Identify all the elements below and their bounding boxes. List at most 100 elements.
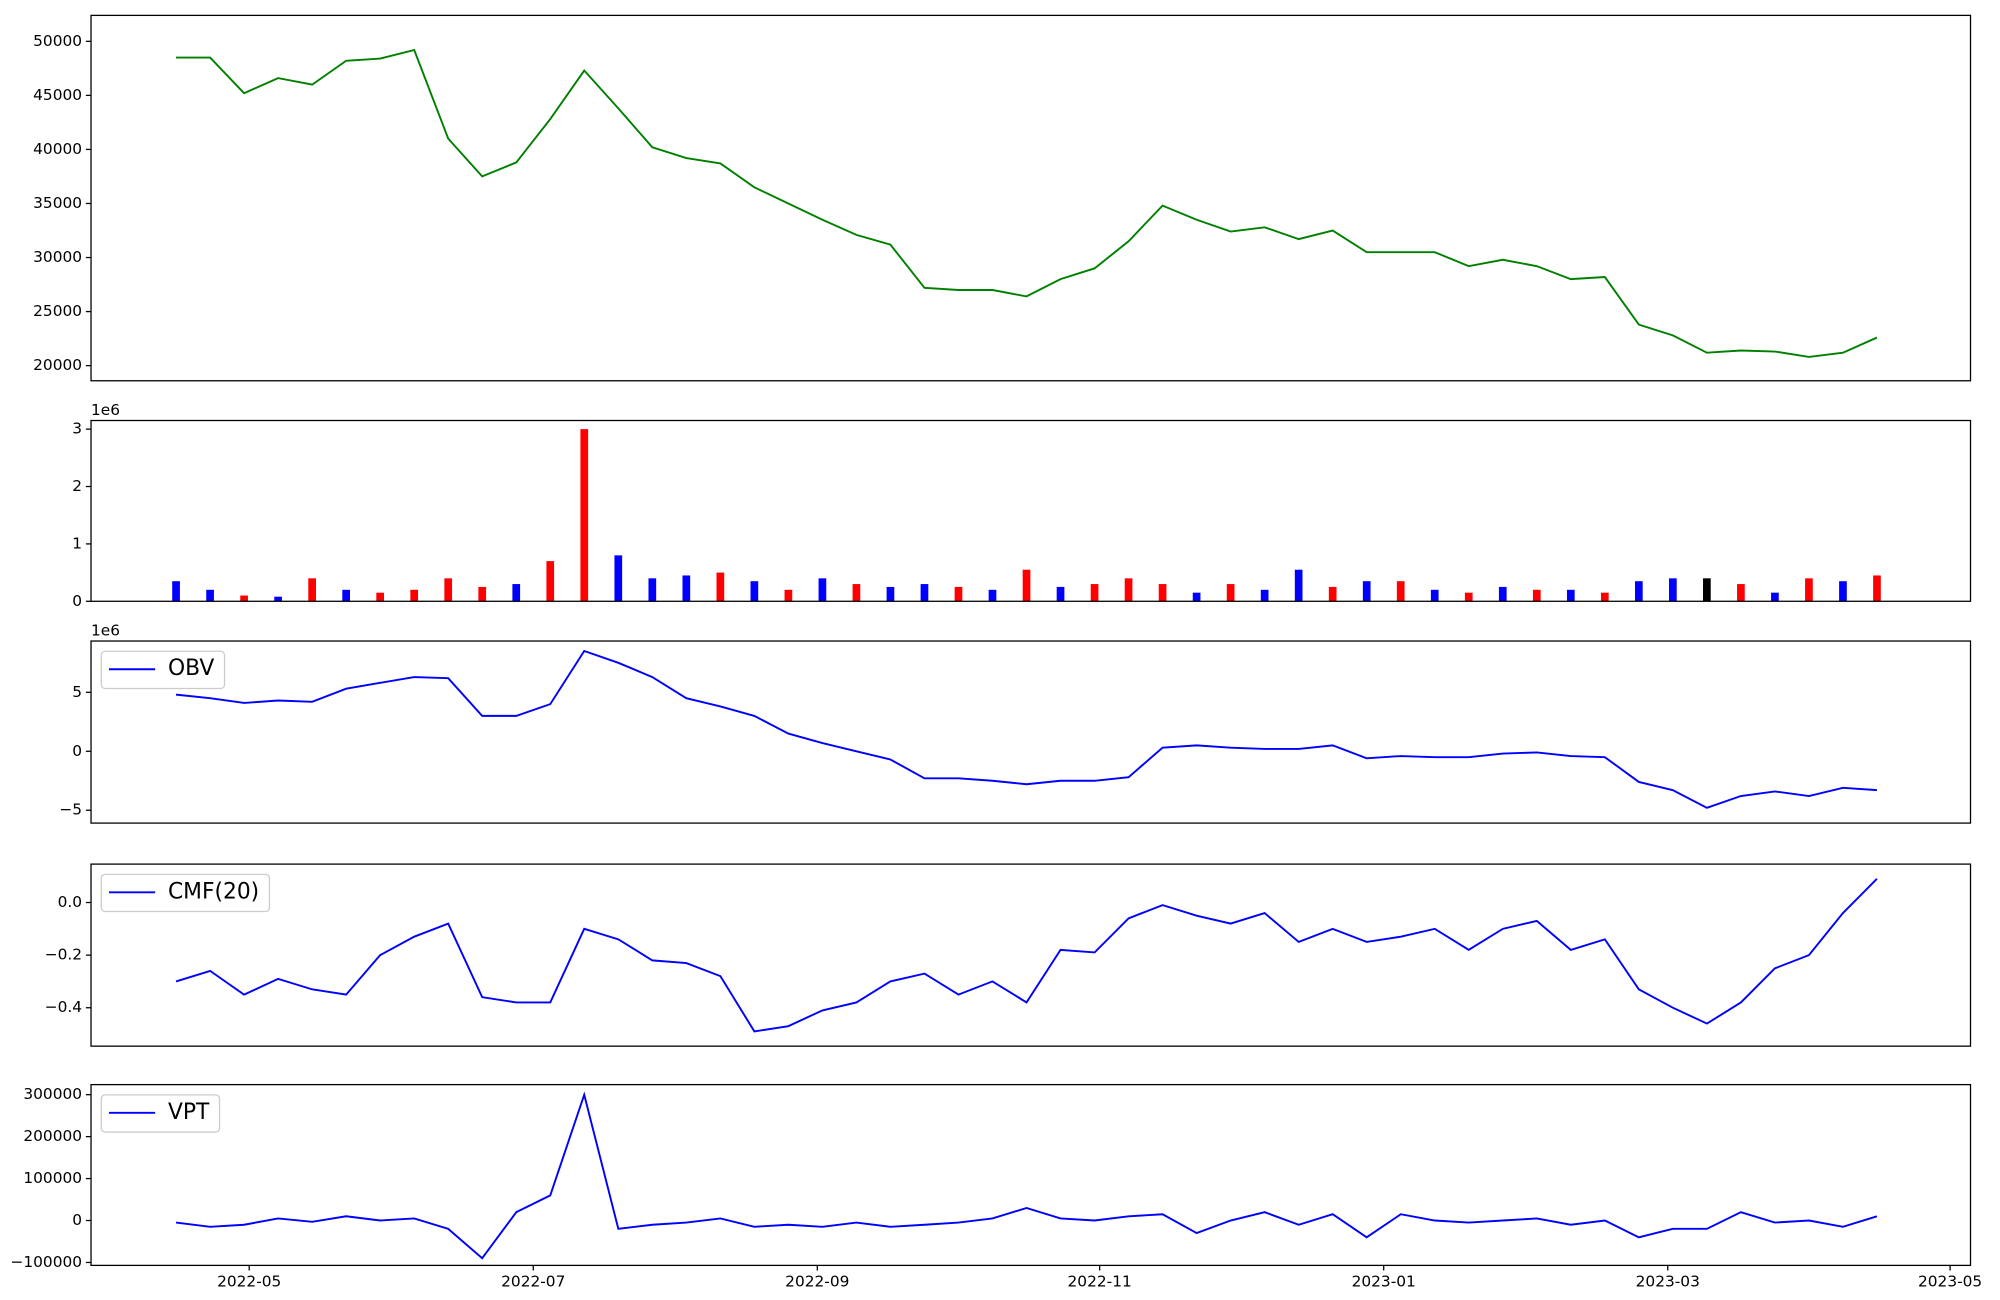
y-tick-label: 45000: [33, 86, 82, 104]
volume-bar: [376, 592, 385, 602]
y-tick-label: 200000: [23, 1127, 82, 1145]
volume-bar: [410, 589, 419, 602]
y-tick-label: 30000: [33, 248, 82, 266]
volume-bar: [1839, 581, 1847, 602]
panel: 0 1 2 3 1e6: [72, 401, 1972, 610]
legend-box: [100, 1094, 221, 1133]
volume-bar: [1532, 589, 1541, 602]
legend-box: [100, 873, 271, 913]
legend: VPT: [100, 1094, 221, 1133]
series-line: [175, 1091, 1878, 1260]
panel: 20000 25000 30000 35000 40000 45000 50000: [33, 14, 1972, 382]
volume-bar: [1703, 578, 1711, 602]
y-tick-label: 50000: [33, 32, 82, 50]
plot-frame: [90, 14, 1972, 382]
y-tick-label: 3: [72, 420, 82, 438]
y-tick-label: 2: [72, 477, 82, 495]
y-tick-label: 300000: [23, 1085, 82, 1103]
y-tick-label: 5: [72, 683, 82, 701]
volume-bar: [342, 589, 351, 602]
volume-bar: [1260, 589, 1269, 602]
volume-bar: [1226, 584, 1235, 602]
x-tick-label: 2023-03: [1636, 1273, 1700, 1291]
volume-bar: [1669, 578, 1677, 602]
volume-bar: [1158, 584, 1167, 602]
volume-bar: [716, 572, 725, 602]
y-tick-label: −100000: [10, 1253, 82, 1271]
volume-bar: [1566, 589, 1575, 602]
x-tick-label: 2023-01: [1352, 1273, 1416, 1291]
volume-bar: [1771, 592, 1779, 602]
volume-bar: [1464, 592, 1473, 602]
volume-bar: [580, 429, 589, 602]
plot-frame: [90, 1083, 1972, 1267]
legend: OBV: [100, 650, 226, 690]
volume-bar: [614, 555, 623, 602]
volume-bar: [1430, 589, 1439, 602]
y-tick-label: 20000: [33, 356, 82, 374]
volume-bar: [1737, 584, 1745, 602]
x-tick-label: 2022-09: [785, 1273, 849, 1291]
volume-bar: [206, 589, 214, 602]
volume-bar: [240, 595, 248, 602]
volume-bar: [920, 584, 929, 602]
volume-bar: [1294, 569, 1303, 602]
plot-frame: [90, 640, 1972, 824]
y-tick-label: 100000: [23, 1169, 82, 1187]
panel: −5 0 5 1e6 OBV: [59, 621, 1972, 824]
x-tick-label: 2022-11: [1068, 1273, 1132, 1291]
volume-bar: [444, 578, 453, 602]
volume-bar: [1362, 581, 1371, 602]
volume-bar: [1056, 586, 1065, 602]
volume-bar: [1600, 592, 1609, 602]
volume-bar: [546, 561, 555, 602]
volume-bar: [1124, 578, 1133, 602]
legend-label: CMF(20): [168, 879, 259, 904]
y-tick-label: 1: [72, 534, 82, 552]
legend: CMF(20): [100, 873, 271, 913]
volume-bar: [886, 586, 895, 602]
volume-bar: [954, 586, 963, 602]
panel: −0.4 −0.2 0.0 CMF(20): [45, 863, 1972, 1047]
legend-label: OBV: [168, 656, 214, 681]
y-tick-label: −0.2: [45, 946, 82, 964]
volume-bar: [1498, 586, 1507, 602]
y-tick-label: −0.4: [45, 998, 82, 1016]
x-tick-label: 2022-07: [501, 1273, 565, 1291]
volume-bar: [1192, 592, 1201, 602]
y-tick-label: 0: [72, 1211, 82, 1229]
volume-bar: [308, 578, 316, 602]
volume-bar: [1022, 569, 1031, 602]
panel: −100000 0 100000 200000 300000 2022-05 2022-07…: [10, 1083, 1982, 1291]
volume-bar: [1328, 586, 1337, 602]
axis-offset-label: 1e6: [91, 401, 120, 419]
plot-frame: [90, 863, 1972, 1047]
volume-bar: [750, 581, 759, 602]
x-tick-label: 2023-05: [1918, 1273, 1982, 1291]
volume-bar: [988, 589, 997, 602]
y-tick-label: 25000: [33, 302, 82, 320]
legend-label: VPT: [168, 1100, 210, 1125]
volume-bar: [512, 584, 521, 602]
volume-bar: [1634, 581, 1643, 602]
x-tick-label: 2022-05: [217, 1273, 281, 1291]
volume-bar: [852, 584, 861, 602]
volume-bar: [274, 596, 282, 602]
volume-bar: [784, 589, 793, 602]
volume-bar: [1805, 578, 1813, 602]
volume-bar: [1090, 584, 1099, 602]
series-line: [176, 48, 1878, 358]
y-tick-label: 35000: [33, 194, 82, 212]
y-tick-label: −5: [59, 801, 82, 819]
volume-bar: [1396, 581, 1405, 602]
volume-bar: [478, 586, 487, 602]
series-line: [175, 878, 1878, 1033]
volume-bar: [172, 581, 180, 602]
volume-bar: [648, 578, 657, 602]
series-line: [175, 649, 1877, 809]
axis-offset-label: 1e6: [91, 621, 120, 639]
volume-bar: [818, 578, 827, 602]
y-tick-label: 0: [72, 592, 82, 610]
